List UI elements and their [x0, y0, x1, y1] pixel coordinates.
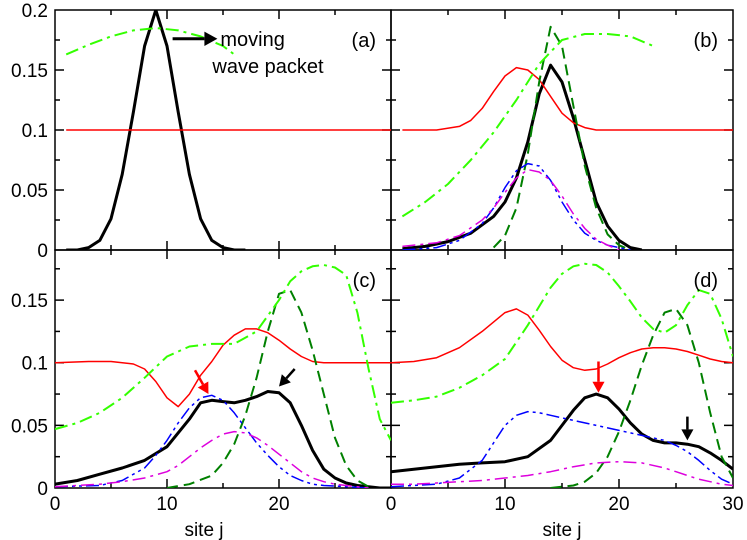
- panel-a-ytick-label: 0.1: [22, 121, 48, 142]
- panel-c-arrow-0-shaft: [193, 369, 205, 386]
- x-axis-label-left: site j: [184, 520, 223, 540]
- panel-c-arrow-0: [193, 369, 209, 395]
- panel-d-series-1: [391, 308, 733, 372]
- panel-c-series-4: [55, 394, 369, 488]
- panel-c-series-5: [55, 430, 369, 488]
- panel-d-arrow-1-head: [681, 429, 694, 441]
- panel-a-ytick-label: 0.05: [11, 181, 48, 202]
- x-axis-label-right: site j: [542, 520, 581, 540]
- annotation-line-2: wave packet: [211, 56, 324, 78]
- panel-d-series-3: [391, 262, 733, 404]
- panel-a-series-2: [65, 27, 235, 56]
- panel-c-series-2: [166, 289, 370, 488]
- panel-b-series-2: [492, 25, 631, 250]
- panel-d-label: (d): [694, 270, 718, 292]
- panel-b-series-5: [402, 168, 620, 250]
- panel-c-label: (c): [353, 270, 376, 292]
- panel-c-ytick-label: 0: [37, 479, 48, 500]
- panel-c-arrow-1-shaft: [285, 368, 296, 380]
- panel-d-series: [391, 262, 733, 488]
- panel-d-series-4: [391, 410, 733, 488]
- panel-a-series: [65, 10, 391, 250]
- panel-a-ytick-label: 0.15: [11, 61, 48, 82]
- panel-b-label: (b): [694, 30, 718, 52]
- panel-a-ytick-label: 0: [37, 241, 48, 262]
- panel-d-arrow-1: [681, 416, 694, 441]
- panel-c-xtick-label: 10: [156, 494, 177, 515]
- panel-c-xtick-label: 0: [50, 494, 61, 515]
- panel-d-xtick-label: 10: [494, 494, 515, 515]
- panel-d-series-0: [391, 392, 733, 474]
- panel-b-series-3: [401, 33, 654, 218]
- panel-d-arrow-0-head: [592, 381, 605, 393]
- panel-c-arrow-0-head: [197, 381, 209, 395]
- panel-c-series-0: [55, 390, 391, 488]
- panel-a-ytick-label: 0.2: [22, 1, 48, 22]
- panel-c-ytick-label: 0.15: [11, 291, 48, 312]
- moving-packet-arrow: [172, 31, 218, 46]
- panel-c-ytick-label: 0.1: [22, 354, 48, 375]
- panel-d-series-2: [550, 307, 733, 488]
- annotation-layer: [172, 31, 694, 441]
- panel-c-frame: [54, 249, 392, 489]
- panel-c-ytick-label: 0.05: [11, 416, 48, 437]
- panel-c-series: [55, 264, 391, 488]
- panel-b-series: [401, 25, 733, 250]
- panel-d-xtick-label: 20: [608, 494, 629, 515]
- panel-b-series-4: [402, 162, 631, 250]
- panel-b-series-0: [402, 63, 643, 250]
- panel-d-xtick-label: 30: [722, 494, 743, 515]
- data-layer: [55, 10, 733, 488]
- panel-a-label: (a): [352, 30, 376, 52]
- panel-d-arrow-0: [592, 361, 605, 393]
- panel-a-series-0: [66, 10, 246, 250]
- annotation-line-1: moving: [220, 29, 284, 51]
- panel-d-frame: [390, 249, 734, 489]
- panel-c-xtick-label: 20: [268, 494, 289, 515]
- panel-c-series-3: [55, 264, 391, 441]
- panel-c-arrow-1: [279, 368, 296, 387]
- moving-packet-arrow-head: [204, 31, 218, 46]
- panel-c-arrow-1-head: [279, 374, 291, 387]
- panel-d-xtick-label: 0: [386, 494, 397, 515]
- panel-c-series-1: [55, 328, 391, 408]
